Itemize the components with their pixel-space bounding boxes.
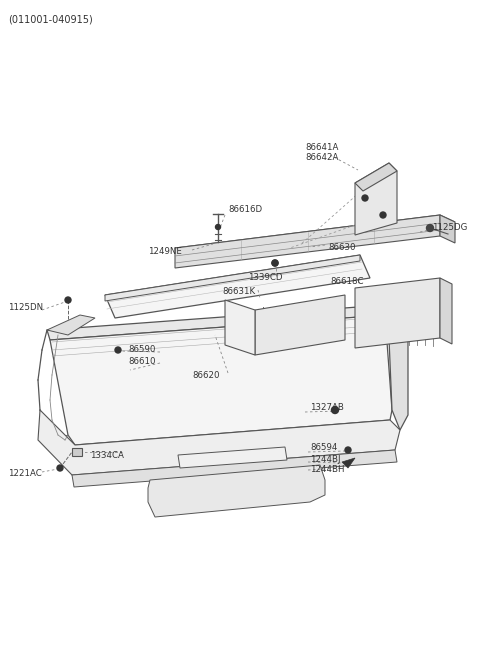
- Circle shape: [272, 260, 278, 266]
- Circle shape: [427, 225, 433, 231]
- Circle shape: [380, 212, 386, 218]
- Polygon shape: [355, 163, 397, 191]
- Circle shape: [362, 195, 368, 201]
- Text: 86641A: 86641A: [305, 143, 338, 153]
- Text: 86594: 86594: [310, 443, 337, 453]
- Polygon shape: [440, 215, 455, 243]
- Text: 1244BH: 1244BH: [310, 466, 345, 474]
- Text: 1244BJ: 1244BJ: [310, 455, 340, 464]
- Polygon shape: [225, 300, 255, 355]
- Polygon shape: [72, 450, 397, 487]
- Polygon shape: [178, 447, 287, 468]
- Circle shape: [115, 347, 121, 353]
- Polygon shape: [38, 410, 400, 475]
- Text: 1339CD: 1339CD: [248, 274, 283, 282]
- Text: (011001-040915): (011001-040915): [8, 14, 93, 24]
- Text: 1334CA: 1334CA: [90, 451, 124, 460]
- Text: 86618C: 86618C: [330, 278, 363, 286]
- Polygon shape: [255, 295, 345, 355]
- Circle shape: [65, 297, 71, 303]
- Polygon shape: [175, 215, 455, 255]
- Circle shape: [272, 260, 278, 266]
- Text: 1249NE: 1249NE: [148, 248, 182, 257]
- Text: 1221AC: 1221AC: [8, 470, 42, 479]
- Text: 86631K: 86631K: [222, 288, 255, 297]
- Circle shape: [345, 447, 351, 453]
- Polygon shape: [175, 215, 440, 268]
- Polygon shape: [440, 278, 452, 344]
- Text: 86610: 86610: [128, 358, 156, 367]
- Circle shape: [57, 465, 63, 471]
- Text: 86630: 86630: [328, 244, 356, 252]
- Text: 1125DN: 1125DN: [8, 303, 43, 312]
- Text: 86642A: 86642A: [305, 153, 338, 162]
- Polygon shape: [105, 255, 360, 301]
- Circle shape: [216, 225, 220, 229]
- Polygon shape: [148, 465, 325, 517]
- Polygon shape: [47, 305, 388, 340]
- FancyBboxPatch shape: [72, 448, 82, 456]
- Polygon shape: [355, 278, 440, 348]
- Text: 1327AB: 1327AB: [310, 403, 344, 413]
- Polygon shape: [355, 163, 397, 235]
- Polygon shape: [342, 458, 355, 468]
- Polygon shape: [50, 315, 392, 445]
- Text: 1125DG: 1125DG: [432, 223, 468, 233]
- Circle shape: [332, 407, 338, 413]
- Text: 86616D: 86616D: [228, 206, 262, 214]
- Text: 86620: 86620: [192, 371, 219, 379]
- Text: 86590: 86590: [128, 345, 156, 354]
- Polygon shape: [105, 255, 370, 318]
- Polygon shape: [385, 305, 408, 430]
- Polygon shape: [47, 315, 95, 335]
